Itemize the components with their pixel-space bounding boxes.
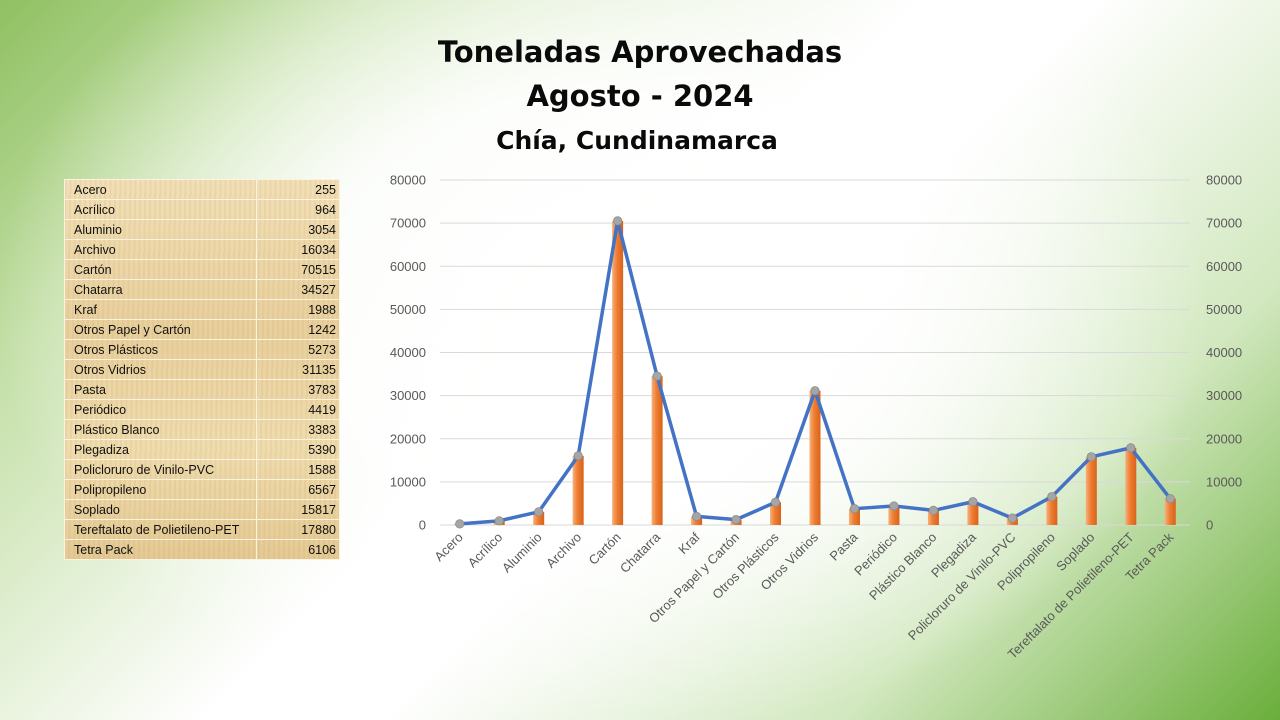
table-cell-value: 1988 bbox=[256, 299, 340, 320]
table-row: Acrílico 964 bbox=[64, 199, 340, 220]
table-row: Tetra Pack 6106 bbox=[64, 539, 340, 560]
bar bbox=[612, 220, 624, 526]
bar bbox=[1046, 496, 1058, 525]
chart-title-line-1: Toneladas Aprovechadas bbox=[437, 35, 843, 69]
line-point bbox=[889, 501, 899, 511]
line-point bbox=[1126, 443, 1136, 453]
x-tick-label: Archivo bbox=[543, 530, 584, 571]
x-tick-label: Cartón bbox=[586, 530, 624, 568]
table-row: Cartón 70515 bbox=[64, 259, 340, 280]
table-row: Plástico Blanco 3383 bbox=[64, 419, 340, 440]
y-axis-right-ticks: 0 10000 20000 30000 40000 50000 60000 70000 8000… bbox=[1206, 173, 1242, 533]
table-cell-value: 70515 bbox=[256, 259, 340, 280]
bar bbox=[848, 508, 860, 525]
line-point bbox=[1165, 494, 1175, 504]
y-axis-left-ticks: 0 10000 20000 30000 40000 50000 60000 70000 8000… bbox=[390, 173, 426, 533]
table-cell-value: 5390 bbox=[256, 439, 340, 460]
data-table: Acero 255 Acrílico 964 Aluminio 3054 Archivo 16… bbox=[64, 179, 340, 560]
line-point bbox=[1086, 452, 1096, 462]
line-point bbox=[968, 497, 978, 507]
y-tick-label-left: 30000 bbox=[390, 388, 426, 403]
x-tick-label: Pasta bbox=[826, 529, 861, 564]
line-point bbox=[731, 515, 741, 525]
y-tick-label-left: 10000 bbox=[390, 474, 426, 489]
x-tick-label: Kraf bbox=[675, 529, 703, 557]
table-row: Aluminio 3054 bbox=[64, 219, 340, 240]
x-tick-label: Chatarra bbox=[617, 529, 664, 576]
y-tick-label-right: 50000 bbox=[1206, 302, 1242, 317]
table-cell-label: Tetra Pack bbox=[64, 539, 257, 560]
x-tick-label: Acero bbox=[431, 530, 466, 565]
table-row: Tereftalato de Polietileno-PET 17880 bbox=[64, 519, 340, 540]
line-point bbox=[455, 519, 465, 529]
bar bbox=[1164, 498, 1176, 525]
chart-title-line-2: Agosto - 2024 bbox=[526, 79, 754, 113]
chart-subtitle: Chía, Cundinamarca bbox=[496, 126, 778, 155]
table-cell-value: 3054 bbox=[256, 219, 340, 240]
bar bbox=[967, 501, 979, 525]
line-point bbox=[1007, 513, 1017, 523]
table-row: Otros Vidrios 31135 bbox=[64, 359, 340, 380]
table-cell-label: Otros Vidrios bbox=[64, 359, 257, 380]
table-row: Pasta 3783 bbox=[64, 379, 340, 400]
y-tick-label-right: 70000 bbox=[1206, 216, 1242, 231]
y-tick-label-left: 70000 bbox=[390, 216, 426, 231]
table-row: Plegadiza 5390 bbox=[64, 439, 340, 460]
x-tick-label: Aluminio bbox=[499, 530, 545, 576]
table-cell-label: Cartón bbox=[64, 259, 257, 280]
y-tick-label-left: 20000 bbox=[390, 431, 426, 446]
y-tick-label-right: 80000 bbox=[1206, 173, 1242, 188]
table-cell-value: 6106 bbox=[256, 539, 340, 560]
line-markers bbox=[455, 216, 1175, 529]
chart-title: Toneladas Aprovechadas Agosto - 2024 bbox=[340, 30, 940, 118]
bar bbox=[533, 511, 545, 525]
line-point bbox=[573, 451, 583, 461]
line-point bbox=[691, 511, 702, 522]
line-point bbox=[652, 371, 662, 381]
line-point bbox=[849, 504, 860, 514]
bar bbox=[888, 505, 900, 525]
bar bbox=[572, 455, 584, 525]
y-tick-label-left: 60000 bbox=[390, 259, 426, 274]
table-cell-value: 16034 bbox=[256, 239, 340, 260]
bar bbox=[1125, 447, 1137, 525]
y-tick-label-right: 20000 bbox=[1206, 431, 1242, 446]
y-tick-label-right: 10000 bbox=[1206, 474, 1242, 489]
table-row: Periódico 4419 bbox=[64, 399, 340, 420]
y-tick-label-right: 60000 bbox=[1206, 259, 1242, 274]
bar bbox=[1085, 456, 1097, 525]
line-point bbox=[770, 497, 781, 507]
y-tick-label-right: 30000 bbox=[1206, 388, 1242, 403]
y-tick-label-left: 50000 bbox=[390, 302, 426, 317]
table-cell-label: Periódico bbox=[64, 399, 257, 420]
line-point bbox=[928, 505, 939, 516]
table-cell-value: 1588 bbox=[256, 459, 340, 480]
line-point bbox=[1047, 492, 1057, 502]
y-tick-label-right: 0 bbox=[1206, 518, 1213, 533]
table-row: Soplado 15817 bbox=[64, 499, 340, 520]
y-tick-label-right: 40000 bbox=[1206, 345, 1242, 360]
bar bbox=[927, 510, 939, 525]
line-point bbox=[810, 386, 820, 396]
table-cell-value: 15817 bbox=[256, 499, 340, 520]
data-table-body: Acero 255 Acrílico 964 Aluminio 3054 Archivo 16… bbox=[64, 179, 340, 560]
y-tick-label-left: 80000 bbox=[390, 173, 426, 188]
table-row: Otros Papel y Cartón 1242 bbox=[64, 319, 340, 340]
table-cell-label: Tereftalato de Polietileno-PET bbox=[64, 519, 257, 540]
y-tick-label-left: 40000 bbox=[390, 345, 426, 360]
bar-series bbox=[454, 220, 1176, 526]
bar bbox=[809, 390, 821, 525]
line-point bbox=[494, 516, 504, 526]
line-point bbox=[534, 507, 544, 517]
bar bbox=[651, 376, 663, 525]
y-tick-label-left: 0 bbox=[419, 518, 426, 533]
line-point bbox=[613, 216, 623, 226]
bar bbox=[770, 502, 782, 525]
